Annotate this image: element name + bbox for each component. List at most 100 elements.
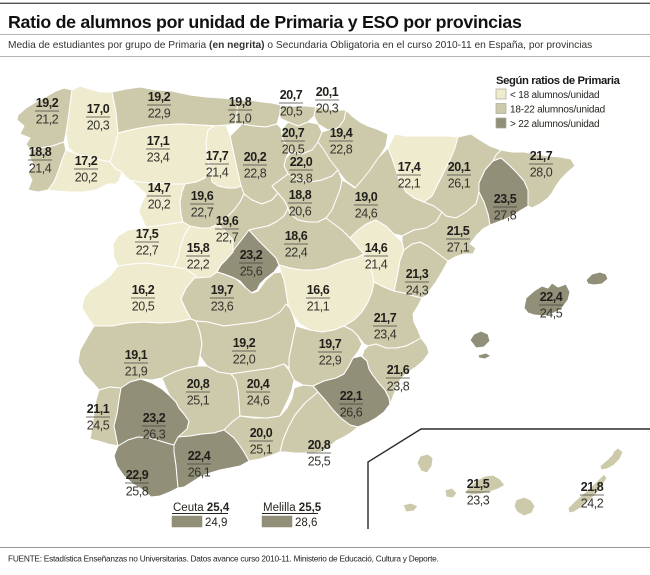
svg-text:23,2: 23,2: [143, 411, 166, 425]
svg-text:25,1: 25,1: [250, 443, 273, 457]
svg-text:22,4: 22,4: [188, 449, 211, 463]
svg-text:21,2: 21,2: [36, 113, 59, 127]
svg-text:< 18 alumnos/unidad: < 18 alumnos/unidad: [510, 90, 599, 101]
svg-text:24,5: 24,5: [87, 419, 110, 433]
svg-text:20,1: 20,1: [316, 85, 339, 99]
svg-text:19,8: 19,8: [229, 95, 252, 109]
svg-text:22,7: 22,7: [216, 231, 239, 245]
svg-text:23,6: 23,6: [211, 300, 234, 314]
svg-text:26,1: 26,1: [188, 466, 211, 480]
svg-text:20,2: 20,2: [75, 171, 98, 185]
svg-text:22,8: 22,8: [244, 167, 267, 181]
svg-text:23,8: 23,8: [387, 380, 410, 394]
svg-text:23,4: 23,4: [147, 151, 170, 165]
svg-text:22,4: 22,4: [540, 290, 563, 304]
svg-text:21,4: 21,4: [206, 166, 229, 180]
svg-text:20,3: 20,3: [87, 119, 110, 133]
svg-text:20,6: 20,6: [289, 205, 312, 219]
svg-text:22,4: 22,4: [285, 246, 308, 260]
svg-text:20,7: 20,7: [280, 88, 303, 102]
svg-text:21,1: 21,1: [87, 402, 110, 416]
svg-text:18-22 alumnos/unidad: 18-22 alumnos/unidad: [510, 105, 605, 116]
svg-text:20,7: 20,7: [282, 126, 305, 140]
svg-text:21,1: 21,1: [307, 300, 330, 314]
svg-text:Media de estudiantes por grupo: Media de estudiantes por grupo de Primar…: [8, 40, 592, 51]
svg-text:25,8: 25,8: [126, 485, 149, 499]
svg-text:22,0: 22,0: [233, 353, 256, 367]
svg-text:22,0: 22,0: [290, 155, 313, 169]
svg-text:23,4: 23,4: [374, 328, 397, 342]
svg-text:20,3: 20,3: [316, 102, 339, 116]
svg-text:17,1: 17,1: [147, 134, 170, 148]
svg-text:21,4: 21,4: [365, 258, 388, 272]
svg-text:20,1: 20,1: [448, 160, 471, 174]
svg-text:17,5: 17,5: [136, 227, 159, 241]
svg-text:22,7: 22,7: [191, 206, 214, 220]
svg-text:21,9: 21,9: [125, 365, 148, 379]
svg-text:23,3: 23,3: [467, 494, 490, 508]
svg-text:14,6: 14,6: [365, 241, 388, 255]
svg-text:20,5: 20,5: [280, 105, 303, 119]
svg-text:20,2: 20,2: [244, 150, 267, 164]
svg-text:21,8: 21,8: [581, 480, 604, 494]
svg-text:28,0: 28,0: [530, 166, 553, 180]
svg-text:17,7: 17,7: [206, 149, 229, 163]
svg-text:19,2: 19,2: [36, 96, 59, 110]
svg-text:20,2: 20,2: [148, 198, 171, 212]
svg-text:24,3: 24,3: [406, 284, 429, 298]
svg-text:19,7: 19,7: [211, 283, 234, 297]
svg-text:21,5: 21,5: [447, 224, 470, 238]
svg-text:22,1: 22,1: [398, 177, 421, 191]
svg-text:22,1: 22,1: [340, 389, 363, 403]
svg-text:23,8: 23,8: [290, 172, 313, 186]
svg-text:16,2: 16,2: [132, 283, 155, 297]
svg-text:22,9: 22,9: [148, 107, 171, 121]
svg-text:19,6: 19,6: [191, 189, 214, 203]
svg-text:21,7: 21,7: [374, 311, 397, 325]
svg-text:19,6: 19,6: [216, 214, 239, 228]
svg-text:22,7: 22,7: [136, 244, 159, 258]
svg-text:19,0: 19,0: [355, 190, 378, 204]
svg-text:23,5: 23,5: [494, 192, 517, 206]
svg-text:20,4: 20,4: [247, 377, 270, 391]
svg-text:24,5: 24,5: [540, 307, 563, 321]
svg-text:16,6: 16,6: [307, 283, 330, 297]
svg-text:25,6: 25,6: [240, 265, 263, 279]
svg-text:22,9: 22,9: [319, 354, 342, 368]
svg-text:Según ratios de Primaria: Según ratios de Primaria: [496, 75, 621, 87]
svg-text:23,2: 23,2: [240, 248, 263, 262]
svg-text:17,4: 17,4: [398, 160, 421, 174]
svg-text:25,1: 25,1: [187, 394, 210, 408]
svg-text:22,8: 22,8: [330, 143, 353, 157]
svg-text:21,4: 21,4: [29, 162, 52, 176]
svg-text:21,3: 21,3: [406, 267, 429, 281]
svg-text:20,5: 20,5: [282, 143, 305, 157]
svg-text:18,8: 18,8: [289, 188, 312, 202]
svg-text:15,8: 15,8: [187, 241, 210, 255]
svg-text:22,2: 22,2: [187, 258, 210, 272]
svg-text:14,7: 14,7: [148, 181, 171, 195]
svg-text:21,6: 21,6: [387, 363, 410, 377]
svg-text:17,2: 17,2: [75, 154, 98, 168]
svg-text:21,7: 21,7: [530, 149, 553, 163]
svg-text:19,4: 19,4: [330, 126, 353, 140]
svg-text:25,5: 25,5: [308, 455, 331, 469]
svg-text:21,5: 21,5: [467, 477, 490, 491]
svg-text:19,7: 19,7: [319, 337, 342, 351]
svg-text:20,5: 20,5: [132, 300, 155, 314]
svg-text:26,6: 26,6: [340, 406, 363, 420]
svg-text:24,9: 24,9: [205, 517, 227, 529]
svg-text:20,8: 20,8: [187, 377, 210, 391]
svg-text:26,3: 26,3: [143, 428, 166, 442]
svg-text:28,6: 28,6: [295, 517, 317, 529]
svg-text:27,1: 27,1: [447, 241, 470, 255]
svg-text:18,6: 18,6: [285, 229, 308, 243]
svg-text:19,2: 19,2: [233, 336, 256, 350]
svg-text:18,8: 18,8: [29, 145, 52, 159]
svg-text:20,8: 20,8: [308, 438, 331, 452]
svg-text:> 22 alumnos/unidad: > 22 alumnos/unidad: [510, 119, 599, 130]
svg-text:17,0: 17,0: [87, 102, 110, 116]
svg-text:Ceuta 25,4: Ceuta 25,4: [173, 502, 230, 514]
svg-text:24,6: 24,6: [355, 207, 378, 221]
svg-text:Melilla 25,5: Melilla 25,5: [263, 502, 322, 514]
